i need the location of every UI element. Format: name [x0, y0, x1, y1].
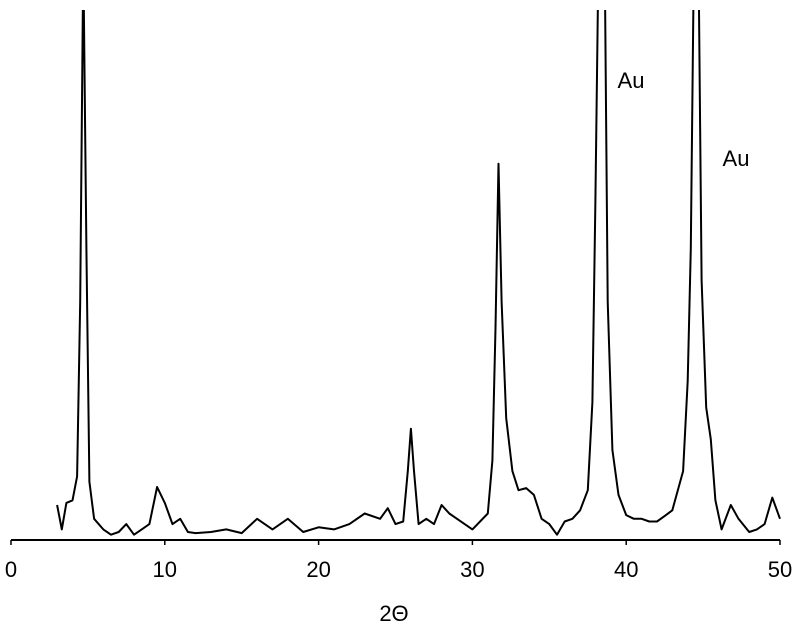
pattern-line [56, 10, 781, 536]
x-tick-label: 10 [153, 557, 177, 582]
peak-annotation: Au [723, 146, 750, 171]
x-tick-label: 30 [460, 557, 484, 582]
x-tick-label: 20 [306, 557, 330, 582]
x-tick-label: 50 [768, 557, 792, 582]
x-tick-label: 40 [614, 557, 638, 582]
x-axis-label: 2Θ [379, 601, 408, 626]
x-tick-label: 0 [5, 557, 17, 582]
peak-annotation: Au [618, 68, 645, 93]
